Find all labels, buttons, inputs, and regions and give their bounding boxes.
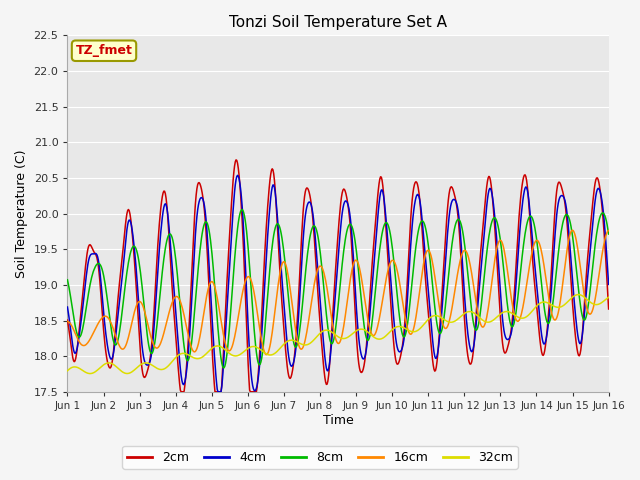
Legend: 2cm, 4cm, 8cm, 16cm, 32cm: 2cm, 4cm, 8cm, 16cm, 32cm	[122, 446, 518, 469]
X-axis label: Time: Time	[323, 414, 353, 427]
Y-axis label: Soil Temperature (C): Soil Temperature (C)	[15, 149, 28, 278]
Title: Tonzi Soil Temperature Set A: Tonzi Soil Temperature Set A	[229, 15, 447, 30]
Text: TZ_fmet: TZ_fmet	[76, 44, 132, 57]
